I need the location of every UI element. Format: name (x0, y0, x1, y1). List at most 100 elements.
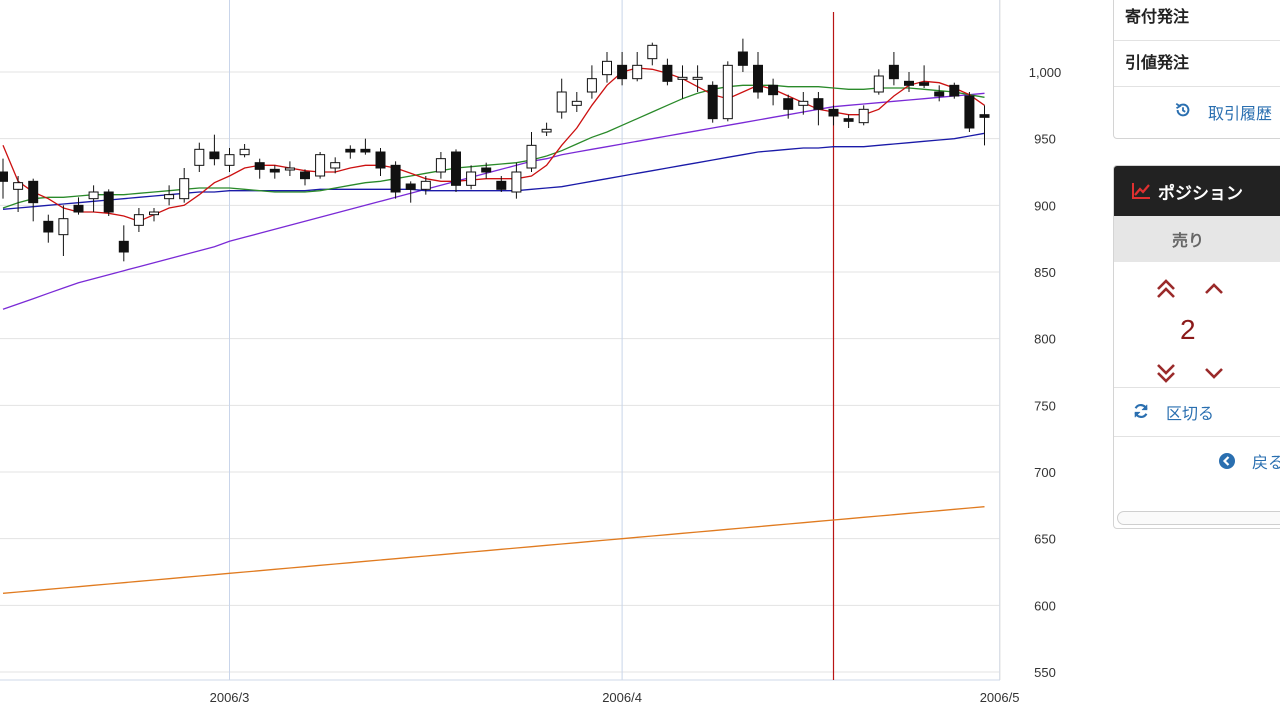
y-tick-label: 950 (1034, 132, 1056, 147)
closing-order-button[interactable]: 引値発注 (1114, 41, 1280, 87)
market-order-button[interactable]: 寄付発注 (1114, 0, 1280, 41)
y-tick-label: 750 (1034, 398, 1056, 413)
y-tick-label: 600 (1034, 598, 1056, 613)
candle-body (888, 64, 899, 80)
candle-body (511, 171, 522, 193)
candle-body (677, 76, 688, 80)
candle-body (466, 171, 477, 186)
candle-body (873, 75, 884, 93)
y-tick-label: 850 (1034, 265, 1056, 280)
candle-body (541, 128, 552, 133)
candle-body (919, 82, 930, 86)
candle-body (390, 164, 401, 193)
back-button[interactable]: 戻る (1114, 437, 1280, 485)
candle-body (284, 167, 295, 171)
chevron-down-icon (1205, 368, 1223, 379)
candle-body (345, 148, 356, 153)
split-button[interactable]: 区切る (1114, 388, 1280, 437)
candle-body (707, 84, 718, 120)
market-order-label: 寄付発注 (1125, 9, 1190, 26)
decrease-fast-button[interactable] (1153, 360, 1179, 386)
candle-body (964, 95, 975, 129)
increase-fast-button[interactable] (1153, 276, 1179, 302)
closing-order-label: 引値発注 (1125, 55, 1190, 72)
x-tick-label: 2006/3 (210, 690, 250, 705)
candle-body (300, 171, 310, 180)
candle-body (330, 162, 341, 169)
double-chevron-up-icon (1157, 279, 1175, 298)
candle-body (13, 182, 24, 190)
candle-body (405, 183, 416, 190)
candle-body (0, 171, 8, 182)
y-tick-label: 800 (1034, 332, 1056, 347)
chart-canvas: 550 600 650 700 750 800 850 900 950 1,000 2006/3 20… (0, 0, 1062, 705)
candle-body (179, 178, 190, 200)
candle-body (753, 64, 763, 93)
chevron-up-icon (1205, 283, 1223, 294)
y-tick-label: 700 (1034, 465, 1056, 480)
candle-body (768, 84, 779, 96)
candle-body (737, 51, 748, 66)
candle-body (571, 100, 582, 106)
candle-body (435, 158, 446, 173)
candle-body (934, 91, 945, 97)
candle-body (239, 148, 250, 156)
candle-body (949, 84, 960, 97)
candle-body (103, 191, 114, 213)
position-panel: ポジション 売り 2 (1113, 165, 1280, 529)
position-header: ポジション (1114, 166, 1280, 216)
y-tick-label: 550 (1034, 665, 1056, 680)
candle-body (647, 44, 658, 60)
candle-body (209, 151, 220, 160)
candle-body (904, 80, 914, 86)
candle-body (858, 108, 869, 124)
quantity-stepper: 2 (1114, 262, 1280, 388)
candle-body (662, 64, 673, 82)
y-tick-label: 900 (1034, 198, 1056, 213)
y-tick-label: 1,000 (1029, 65, 1062, 80)
candle-body (451, 151, 461, 186)
x-tick-label: 2006/4 (602, 690, 642, 705)
candle-body (843, 118, 854, 122)
trade-history-label: 取引履歴 (1208, 106, 1273, 123)
candle-body (28, 180, 39, 204)
x-tick-label: 2006/5 (980, 690, 1020, 705)
candle-body (420, 180, 431, 190)
candle-body (556, 91, 567, 113)
candle-body (496, 180, 507, 190)
y-tick-label: 650 (1034, 532, 1056, 547)
increase-button[interactable] (1201, 276, 1227, 302)
candle-body (269, 168, 280, 173)
series-line (2, 92, 985, 310)
series-line (2, 67, 985, 222)
position-title: ポジション (1158, 183, 1243, 203)
candle-body (602, 60, 612, 76)
candle-body (617, 64, 628, 80)
candle-body (813, 98, 824, 110)
candle-body (979, 114, 990, 118)
double-chevron-down-icon (1157, 364, 1175, 383)
series-line (2, 84, 985, 209)
candle-body (481, 167, 492, 173)
sell-tab-label: 売り (1172, 233, 1205, 250)
candle-body (632, 64, 643, 80)
order-panel: 寄付発注 引値発注 取引履歴 (1113, 0, 1280, 139)
candle-body (798, 100, 809, 106)
back-circle-icon (1218, 452, 1236, 470)
candle-body (224, 154, 235, 166)
trade-history-button[interactable]: 取引履歴 (1114, 87, 1280, 137)
candle-body (58, 218, 69, 236)
history-icon (1174, 101, 1196, 123)
horizontal-scrollbar[interactable] (1117, 511, 1280, 525)
candle-body (254, 162, 265, 170)
candle-body (783, 98, 794, 110)
decrease-button[interactable] (1201, 360, 1227, 386)
tab-sell[interactable]: 売り (1114, 216, 1280, 262)
series-line (2, 506, 985, 594)
candle-body (149, 211, 159, 216)
candle-body (526, 144, 537, 169)
candle-body (133, 214, 144, 226)
price-chart[interactable]: 550 600 650 700 750 800 850 900 950 1,000 2006/3 20… (0, 0, 1070, 720)
quantity-value: 2 (1180, 314, 1196, 345)
candle-body (315, 154, 326, 177)
